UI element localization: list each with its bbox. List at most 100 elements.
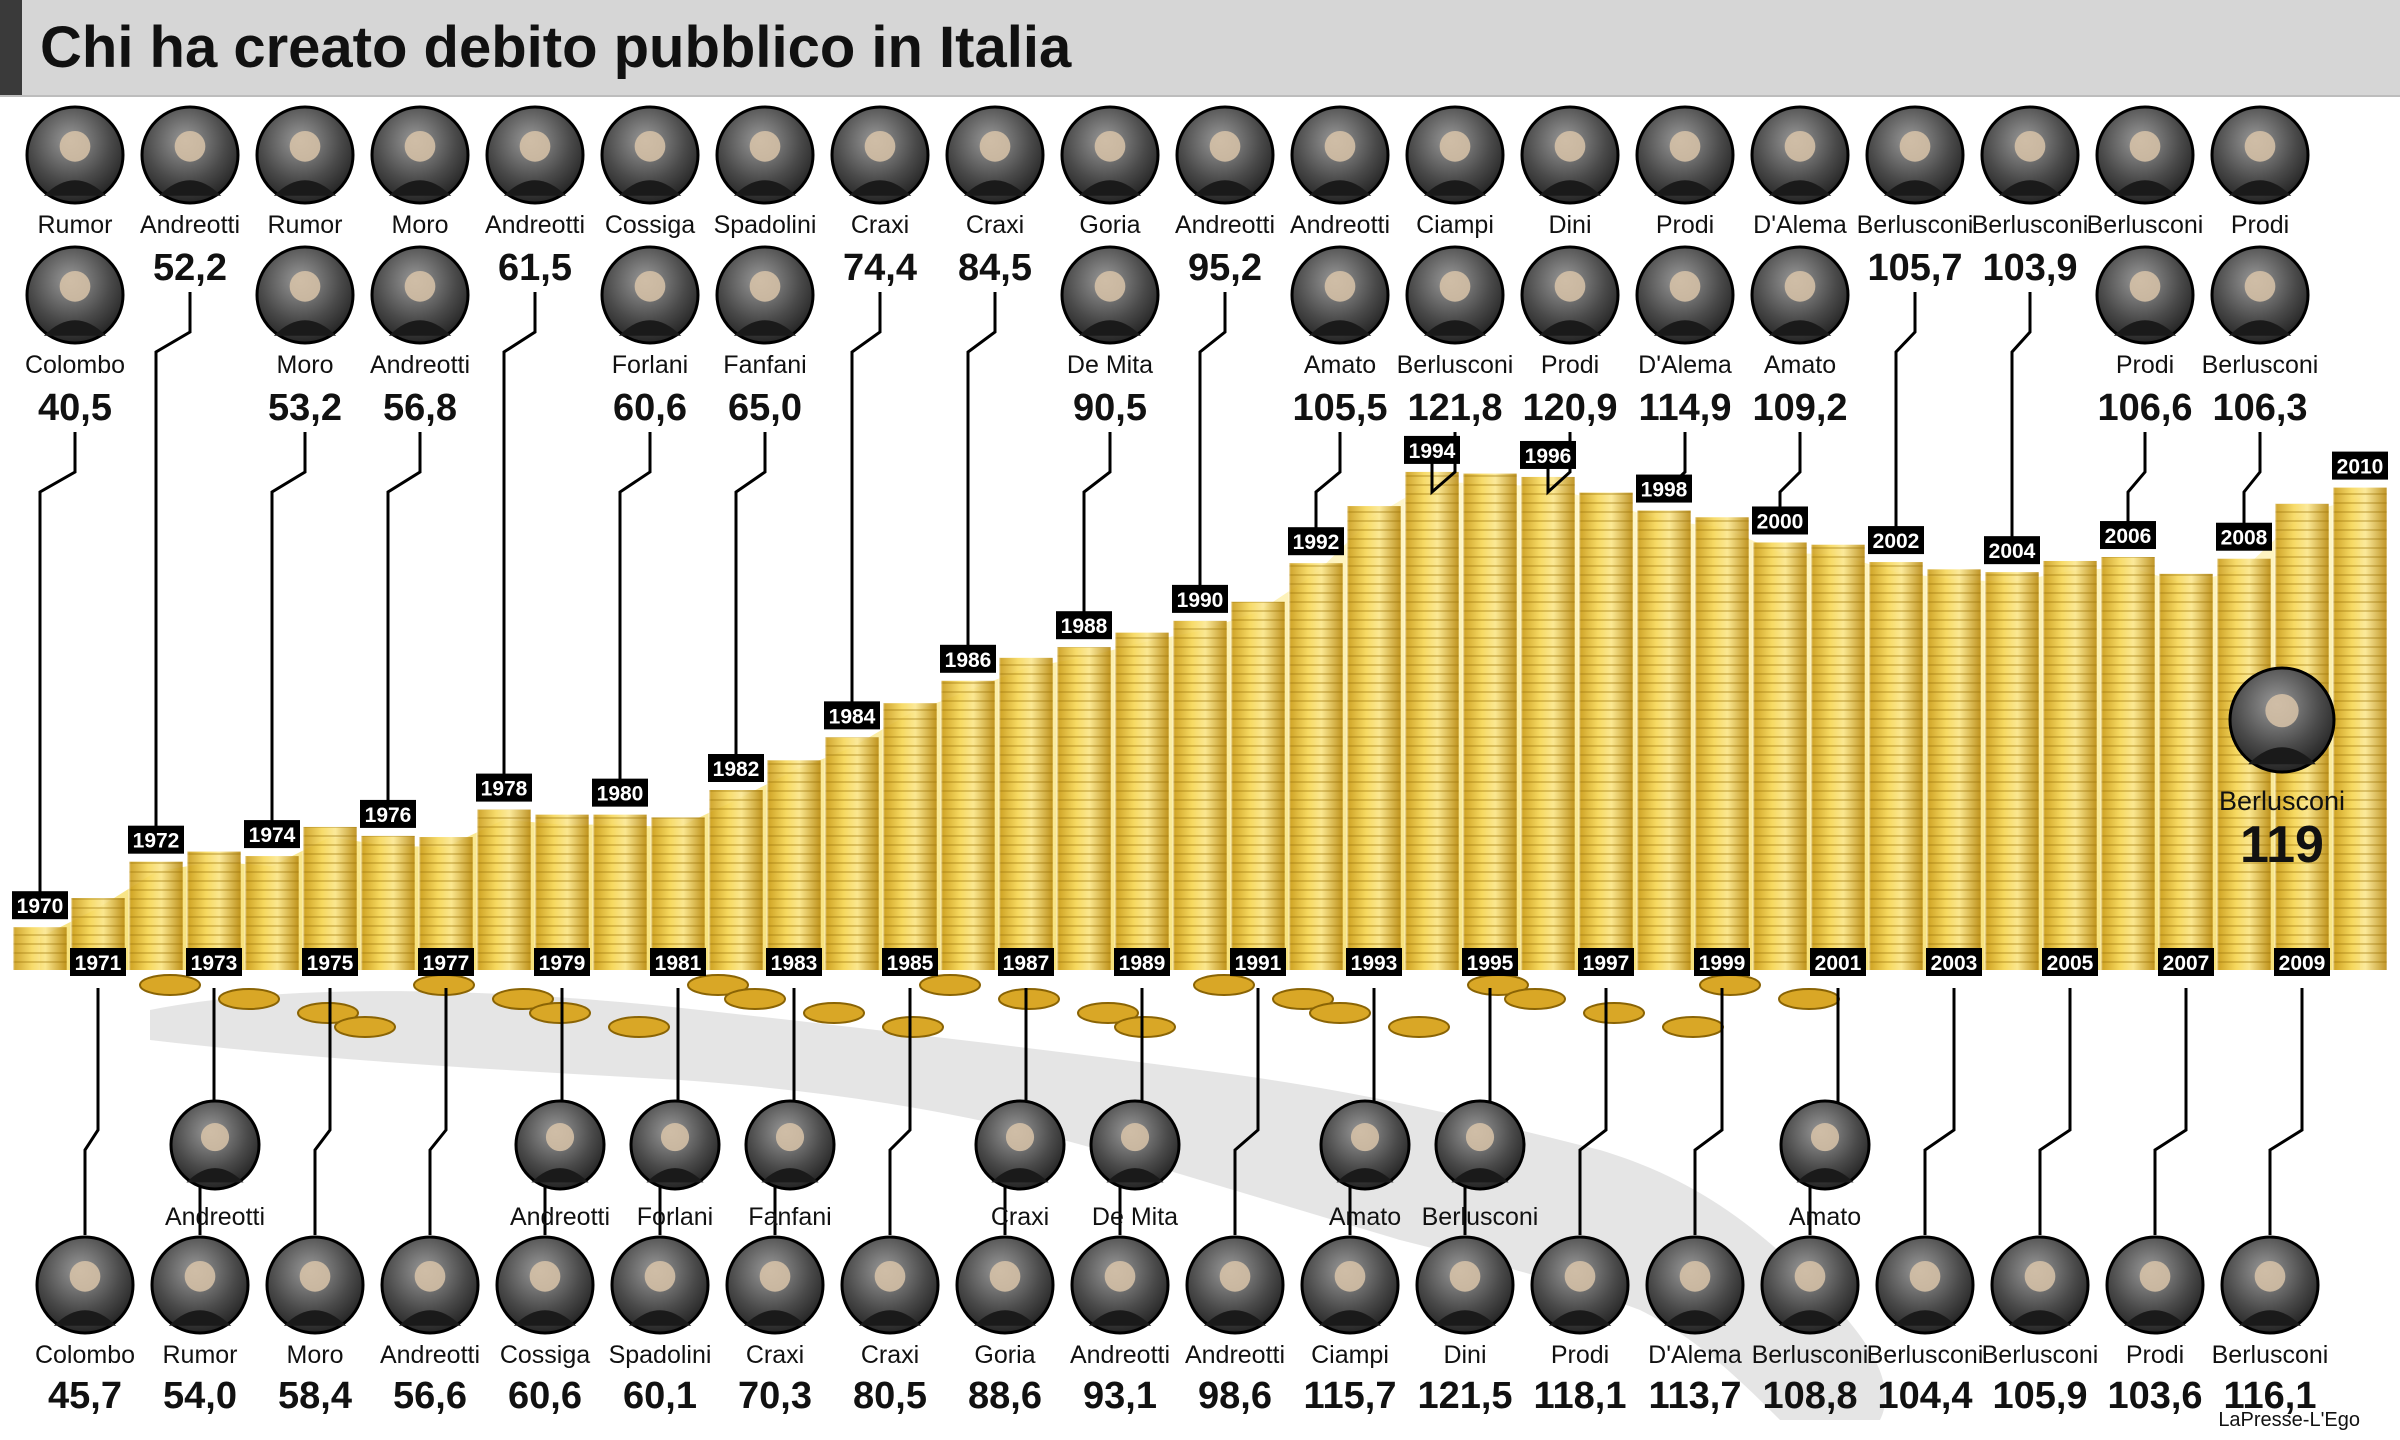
tick-label: 1993 [1351, 952, 1398, 975]
portrait-suit [1308, 180, 1372, 196]
portrait-suit [1883, 180, 1947, 196]
bar-1990 [1172, 620, 1227, 970]
data-label: 88,6 [968, 1375, 1042, 1417]
leader-name: De Mita [1092, 1203, 1178, 1231]
loose-coin [413, 974, 475, 996]
portrait-face [660, 1123, 690, 1152]
portrait-suit [531, 1168, 589, 1183]
bar-2001 [1810, 544, 1865, 970]
leader-name: Craxi [851, 211, 909, 239]
leader-name: Berlusconi [1867, 1341, 1984, 1369]
tick-label: 1989 [1119, 952, 1166, 975]
leader-name: Amato [1789, 1203, 1861, 1231]
leader-name: Andreotti [165, 1203, 265, 1231]
leader-name: Andreotti [370, 351, 470, 379]
leader-name: Andreotti [1290, 211, 1390, 239]
point-1995: Dini 121,5 Berlusconi [1415, 1099, 1538, 1417]
portrait-face [404, 271, 436, 302]
portrait-face [299, 1261, 331, 1292]
bar-1983 [766, 760, 821, 970]
point-2007: Prodi 103,6 [2105, 1235, 2205, 1417]
tick-label: 2001 [1815, 952, 1862, 975]
portrait-face [749, 271, 781, 302]
portrait-face [2024, 1261, 2056, 1292]
portrait-suit [1768, 320, 1832, 336]
chart-title: Chi ha creato debito pubblico in Italia [40, 15, 1072, 80]
connector-line [2038, 988, 2072, 1235]
leader-name: Andreotti [140, 211, 240, 239]
portrait-suit [398, 1310, 462, 1326]
leader-name: Andreotti [1185, 1341, 1285, 1369]
data-label: 104,4 [1877, 1375, 1972, 1417]
portrait-suit [1538, 320, 1602, 336]
bar-1982 [708, 790, 763, 970]
point-1986: Craxi 84,5 [945, 105, 1045, 289]
bar-2006 [2100, 557, 2155, 970]
bar-1984 [824, 737, 879, 970]
point-2005: Berlusconi 105,9 [1982, 1235, 2098, 1417]
portrait-face [2244, 271, 2276, 302]
data-label: 58,4 [278, 1375, 352, 1417]
portrait-face [644, 1261, 676, 1292]
portrait-suit [2113, 180, 2177, 196]
connector-line [83, 988, 100, 1235]
connector-line [1233, 988, 1260, 1235]
point-2006: Berlusconi Prodi 106,6 [2087, 105, 2203, 429]
connector-line [1082, 432, 1112, 632]
loose-coin [529, 1002, 591, 1024]
point-1974: Rumor Moro 53,2 [255, 105, 355, 429]
leader-name: Berlusconi [2219, 786, 2345, 816]
map-shape [150, 991, 1886, 1420]
portrait-suit [1078, 180, 1142, 196]
point-1997: Prodi 118,1 [1530, 1235, 1630, 1417]
year-tag-2004: 2004 [1984, 536, 2040, 565]
leader-name: Andreotti [485, 211, 585, 239]
leader-name: Berlusconi [2202, 351, 2319, 379]
tick-label: 1995 [1467, 952, 1514, 975]
portrait-suit [761, 1168, 819, 1183]
leader-name: Prodi [2116, 351, 2174, 379]
leader-name: Berlusconi [2212, 1341, 2329, 1369]
point-1975: Moro 58,4 [265, 1235, 365, 1417]
loose-coin [1778, 988, 1840, 1010]
year-tag-2003: 2003 [1926, 948, 1982, 976]
bar-2003 [1926, 569, 1981, 970]
portrait-suit [1768, 180, 1832, 196]
leader-name: Craxi [861, 1341, 919, 1369]
portrait-face [59, 271, 91, 302]
connector-line [618, 432, 652, 799]
tick-label: 1974 [249, 824, 296, 847]
portrait-face [864, 131, 896, 162]
data-label: 98,6 [1198, 1375, 1272, 1417]
portrait-face [1350, 1123, 1380, 1152]
data-label: 121,5 [1417, 1375, 1512, 1417]
data-label: 114,9 [1639, 387, 1732, 429]
data-label: 80,5 [853, 1375, 927, 1417]
leader-name: Fanfani [723, 351, 806, 379]
portrait-face [979, 131, 1011, 162]
data-label: 60,6 [508, 1375, 582, 1417]
portrait-face [1669, 131, 1701, 162]
portrait-face [174, 131, 206, 162]
point-2008: Prodi Berlusconi 106,3 [2202, 105, 2319, 429]
tick-label: 2006 [2105, 525, 2152, 548]
loose-coin [218, 988, 280, 1010]
tick-label: 1980 [597, 783, 644, 806]
portrait-face [989, 1261, 1021, 1292]
leader-name: Prodi [2231, 211, 2289, 239]
bar-1980 [592, 814, 647, 970]
bar-1985 [882, 703, 937, 970]
portrait-suit [618, 180, 682, 196]
connector-line [1578, 988, 1608, 1235]
leader-name: Berlusconi [1857, 211, 1974, 239]
data-label: 61,5 [498, 247, 572, 289]
leader-name: Forlani [637, 1203, 713, 1231]
tick-label: 1991 [1235, 952, 1282, 975]
tick-label: 1979 [539, 952, 586, 975]
leader-name: Berlusconi [1972, 211, 2089, 239]
portrait-face [1909, 1261, 1941, 1292]
year-tag-1981: 1981 [650, 948, 706, 976]
portrait-face [1094, 131, 1126, 162]
tick-label: 2007 [2163, 952, 2210, 975]
tick-label: 1971 [75, 952, 122, 975]
